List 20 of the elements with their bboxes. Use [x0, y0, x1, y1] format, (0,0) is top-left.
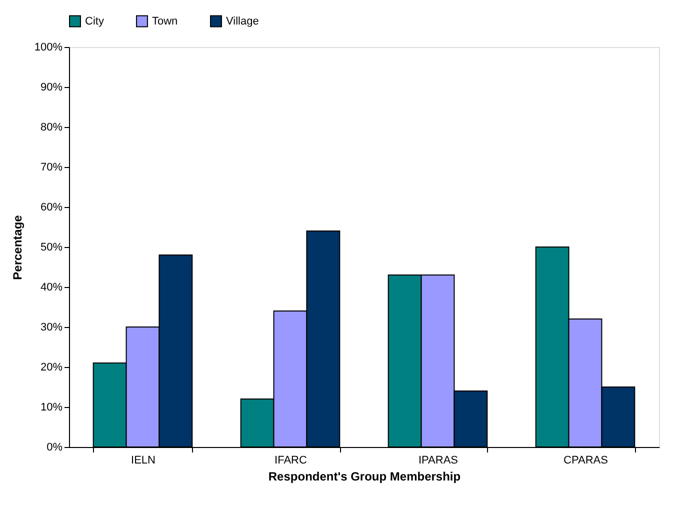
y-tick-label: 40%: [40, 282, 63, 294]
legend-label: Town: [152, 15, 178, 28]
legend-label: Village: [226, 15, 259, 28]
y-tick-label: 0%: [46, 442, 63, 454]
y-tick-label: 70%: [40, 162, 63, 174]
y-tick-label: 10%: [40, 402, 63, 414]
legend-label: City: [85, 15, 104, 28]
y-tick-label: 90%: [40, 82, 63, 94]
y-tick-label: 100%: [34, 42, 63, 54]
x-tick-label: CPARAS: [564, 454, 608, 466]
y-tick-label: 50%: [40, 242, 63, 254]
y-tick-label: 30%: [40, 322, 63, 334]
x-tick-label: IFARC: [274, 454, 307, 466]
y-axis-title: Percentage: [10, 214, 24, 280]
x-tick-label: IPARAS: [418, 454, 458, 466]
y-tick-label: 60%: [40, 202, 63, 214]
x-tick-label: IELN: [131, 454, 156, 466]
y-tick-label: 80%: [40, 122, 63, 134]
x-axis-title: Respondent's Group Membership: [268, 470, 461, 484]
y-tick-label: 20%: [40, 362, 63, 374]
